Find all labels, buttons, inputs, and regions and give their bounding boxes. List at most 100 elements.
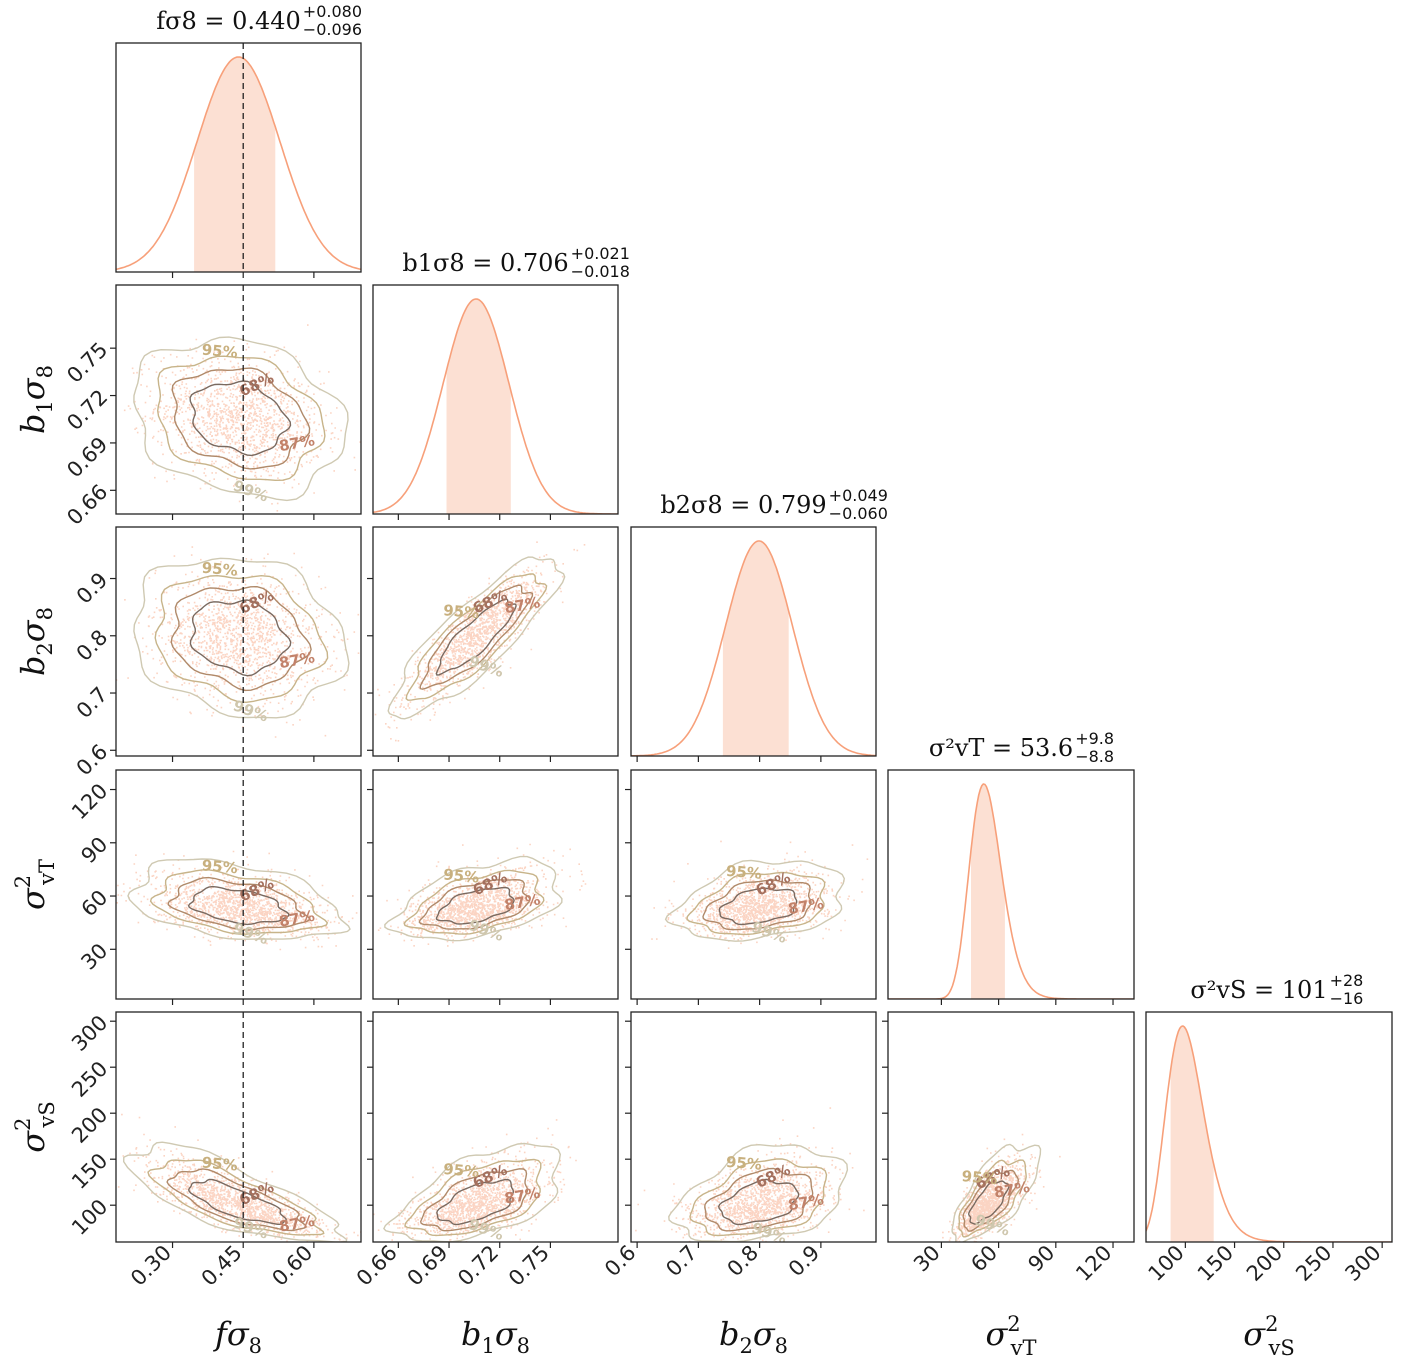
credible-band-fs8 — [194, 57, 275, 272]
contour-95pct — [155, 576, 327, 703]
title-err-up: +28 — [1330, 971, 1364, 990]
y-axis-label-b2s8: b2σ8 — [14, 607, 57, 676]
x-tick-label: 0.30 — [126, 1241, 176, 1291]
title-err-lo: −0.018 — [571, 262, 630, 281]
y-tick-label: 0.69 — [62, 432, 112, 482]
contour-label: 99% — [231, 697, 271, 726]
contour-label: 95% — [443, 601, 480, 622]
credible-band-svT — [971, 784, 1005, 999]
corner-plot: 68%87%95%99%0.660.690.720.7568%87%95%99%… — [0, 0, 1405, 1367]
y-tick-label: 0.66 — [62, 480, 112, 530]
x-tick-label: 100 — [1144, 1241, 1189, 1286]
panel-svS-vs-svT: 68%87%95%99%30 60 90 120 — [882, 1012, 1134, 1286]
panel-frame — [373, 527, 618, 756]
contour-label: 95% — [961, 1167, 998, 1188]
panel-frame — [116, 527, 361, 756]
credible-band-b1s8 — [447, 299, 511, 514]
panel-b1s8-vs-b1s8 — [373, 285, 618, 520]
x-axis-label-b1s8: b1σ8 — [461, 1315, 530, 1358]
title-err-lo: −16 — [1330, 989, 1364, 1008]
panel-svT-vs-b2s8: 68%87%95%99% — [625, 770, 876, 1005]
y-tick-label: 0.9 — [72, 568, 113, 609]
panel-svT-vs-svT — [888, 770, 1134, 1005]
x-tick-label: 0.75 — [504, 1241, 554, 1291]
contour-95pct — [158, 356, 325, 480]
panel-frame — [888, 770, 1134, 999]
x-tick-label: 250 — [1291, 1241, 1336, 1286]
y-tick-label: 250 — [67, 1057, 112, 1102]
title-err-up: +0.021 — [571, 244, 630, 263]
y-tick-label: 150 — [67, 1149, 112, 1194]
panel-fs8-vs-fs8 — [116, 43, 361, 278]
x-tick-label: 0.60 — [267, 1241, 317, 1291]
title-fs8: fσ8 = 0.440 — [156, 7, 301, 35]
contour-label: 95% — [725, 862, 762, 883]
title-err-lo: −8.8 — [1075, 747, 1114, 766]
y-tick-label: 200 — [67, 1103, 112, 1148]
panel-b2s8-vs-b1s8: 68%87%95%99% — [357, 527, 618, 762]
x-tick-label: 90 — [1023, 1241, 1059, 1277]
kde-curve-svT — [888, 784, 1134, 999]
panel-svS-vs-svS: 100 150 200 250 300 — [1144, 1012, 1392, 1286]
panel-svT-vs-b1s8: 68%87%95%99% — [367, 770, 618, 1005]
y-axis-label-b1s8: b1σ8 — [14, 365, 57, 434]
y-tick-label: 100 — [67, 1195, 112, 1240]
x-tick-label: 0.66 — [352, 1241, 402, 1291]
y-tick-label: 0.7 — [72, 682, 113, 723]
panel-b2s8-vs-b2s8 — [631, 527, 876, 762]
title-err-up: +0.049 — [829, 486, 888, 505]
y-tick-label: 0.75 — [62, 338, 112, 388]
x-tick-label: 200 — [1242, 1241, 1287, 1286]
panel-b2s8-vs-fs8: 68%87%95%99%0.60.70.80.9 — [72, 527, 390, 780]
contour-label: 95% — [201, 341, 238, 362]
x-tick-label: 0.8 — [723, 1241, 764, 1282]
x-axis-label-svS: σ2 vS — [1243, 1312, 1294, 1360]
contour-label: 68% — [237, 1178, 277, 1209]
y-tick-label: 0.8 — [72, 625, 113, 666]
x-tick-label: 0.45 — [197, 1241, 247, 1291]
contour-label: 99% — [466, 1215, 506, 1244]
x-tick-label: 30 — [909, 1241, 945, 1277]
panel-b1s8-vs-fs8: 68%87%95%99%0.660.690.720.75 — [62, 285, 373, 536]
sample-points — [357, 541, 585, 757]
contour-label: 95% — [443, 1160, 480, 1181]
title-err-lo: −0.096 — [303, 20, 362, 39]
x-tick-label: 300 — [1340, 1241, 1385, 1286]
x-tick-label: 60 — [966, 1241, 1002, 1277]
contour-label: 87% — [787, 1190, 825, 1214]
contour-label: 99% — [231, 477, 271, 506]
title-err-up: +9.8 — [1075, 729, 1114, 748]
y-tick-label: 90 — [76, 832, 112, 868]
panel-frame — [373, 1012, 618, 1242]
contour-label: 95% — [725, 1153, 762, 1174]
contour-label: 99% — [749, 1219, 789, 1248]
y-tick-label: 60 — [77, 885, 113, 921]
x-tick-label: 0.7 — [661, 1241, 702, 1282]
title-svT: σ²vT = 53.6 — [929, 734, 1073, 762]
sample-points — [635, 1107, 865, 1250]
x-tick-label: 150 — [1193, 1241, 1238, 1286]
title-b2s8: b2σ8 = 0.799 — [660, 491, 826, 519]
sample-points — [361, 1119, 577, 1254]
contour-label: 99% — [466, 916, 506, 945]
contour-label: 95% — [443, 865, 480, 886]
y-axis-label-svT: σ2vT — [11, 859, 59, 910]
y-tick-label: 120 — [67, 779, 112, 824]
y-axis-label-svS: σ2vS — [11, 1101, 59, 1152]
panel-svS-vs-b1s8: 68%87%95%99%0.66 0.69 0.72 0.75 — [352, 1012, 618, 1291]
x-tick-label: 0.6 — [600, 1241, 641, 1282]
x-tick-label: 0.9 — [784, 1241, 825, 1282]
title-svS: σ²vS = 101 — [1190, 976, 1327, 1004]
title-b1s8: b1σ8 = 0.706 — [402, 249, 568, 277]
title-err-lo: −0.060 — [829, 504, 888, 523]
contour-label: 95% — [201, 856, 238, 877]
x-tick-label: 0.72 — [453, 1241, 503, 1291]
contour-label: 95% — [201, 1153, 238, 1174]
x-axis-label-fs8: fσ8 — [213, 1315, 262, 1358]
x-axis-label-svT: σ2 vT — [985, 1312, 1036, 1360]
y-tick-label: 0.72 — [62, 385, 112, 435]
y-tick-label: 0.6 — [72, 740, 113, 781]
y-tick-label: 30 — [76, 939, 112, 975]
x-axis-label-b2s8: b2σ8 — [719, 1315, 788, 1358]
panel-svS-vs-fs8: 68%87%95%99%0.30 0.45 0.60100150200250300 — [67, 1011, 365, 1291]
